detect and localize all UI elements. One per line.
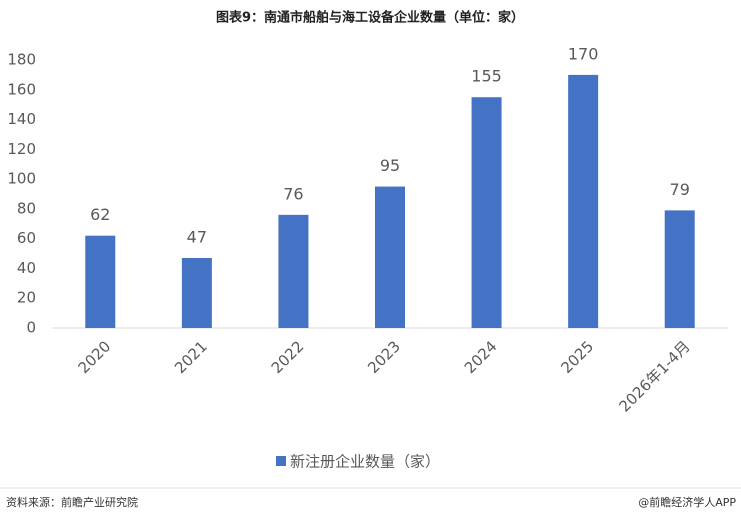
source: 资料来源：前瞻产业研究院 xyxy=(6,495,138,509)
value-label: 47 xyxy=(187,228,207,247)
value-label: 76 xyxy=(283,184,303,203)
y-tick-label: 80 xyxy=(17,199,36,217)
y-tick-label: 140 xyxy=(7,110,36,128)
y-tick-label: 20 xyxy=(17,289,36,307)
value-label: 62 xyxy=(90,205,110,224)
value-label: 170 xyxy=(568,44,599,63)
bar xyxy=(471,97,502,328)
y-tick-label: 160 xyxy=(7,80,36,98)
bar xyxy=(278,214,309,328)
y-tick-label: 100 xyxy=(7,170,36,188)
x-tick-label: 2022 xyxy=(268,337,308,377)
value-label: 79 xyxy=(670,180,690,199)
x-tick-label: 2021 xyxy=(171,337,211,377)
x-tick-label: 2023 xyxy=(364,337,404,377)
bar xyxy=(85,235,116,328)
bar xyxy=(181,258,212,328)
value-label: 95 xyxy=(380,156,400,175)
bar xyxy=(568,74,599,328)
value-label: 155 xyxy=(471,67,502,86)
legend-swatch xyxy=(276,456,286,466)
x-tick-label: 2025 xyxy=(557,337,597,377)
bar xyxy=(664,210,695,328)
y-tick-label: 180 xyxy=(7,51,36,69)
y-tick-label: 60 xyxy=(17,229,36,247)
credit: @前瞻经济学人APP xyxy=(638,495,736,509)
x-tick-label: 2024 xyxy=(461,337,501,377)
y-tick-label: 120 xyxy=(7,140,36,158)
y-tick-label: 0 xyxy=(26,319,36,337)
y-tick-label: 40 xyxy=(17,259,36,277)
x-tick-label: 2026年1-4月 xyxy=(615,337,693,415)
chart-title: 图表9：南通市船舶与海工设备企业数量（单位：家） xyxy=(216,10,524,26)
bar xyxy=(375,186,405,328)
legend-label: 新注册企业数量（家） xyxy=(290,453,440,471)
x-tick-label: 2020 xyxy=(75,337,115,377)
